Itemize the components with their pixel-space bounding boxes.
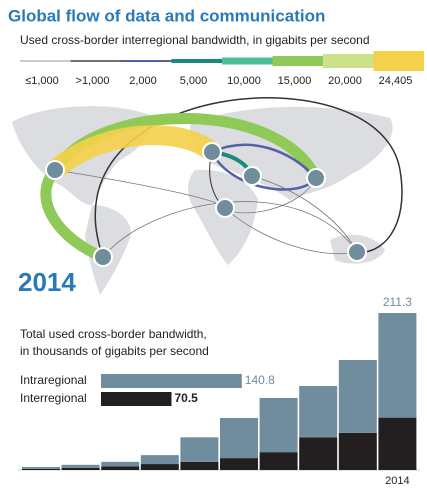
bar-segment: [61, 467, 100, 470]
legend-label: 20,000: [328, 75, 362, 87]
bar-segment: [61, 464, 100, 468]
year: 2014: [18, 267, 76, 297]
arc-thin: [94, 97, 403, 258]
bar-segment: [299, 386, 338, 438]
bar-segment: [299, 437, 338, 470]
hub: [45, 160, 65, 180]
arc-blue: [211, 143, 317, 179]
legend-label: Interregional: [20, 391, 87, 405]
chart-subtitle: in thousands of gigabits per second: [20, 344, 209, 358]
arc-yellow: [48, 125, 219, 178]
flow-legend: ≤1,000 >1,000 2,000 5,000 10,000 15,000 20,000…: [20, 51, 424, 87]
legend-value: 140.8: [245, 373, 275, 387]
bar-segment: [378, 313, 417, 418]
x-tick-label: 2014: [385, 475, 409, 487]
subtitle: Used cross-border interregional bandwidt…: [20, 33, 370, 47]
total-label: 211.3: [383, 295, 412, 309]
legend-value: 70.5: [175, 391, 199, 405]
legend-label: 24,405: [379, 75, 413, 87]
bar-segment: [180, 437, 219, 462]
legend-label: >1,000: [76, 75, 110, 87]
hub: [306, 168, 326, 188]
legend-bar: [101, 392, 172, 406]
bar-segment: [180, 461, 219, 470]
bar-segment: [140, 455, 179, 465]
title: Global flow of data and communication: [8, 6, 325, 25]
bar-chart: 2014 211.3 Intraregional 140.8 Interregional…: [18, 295, 420, 487]
bar-segment: [338, 432, 377, 470]
legend-label: 5,000: [180, 75, 208, 87]
legend-bar: [101, 374, 242, 388]
arc-thin: [224, 207, 358, 255]
legend-label: ≤1,000: [25, 75, 59, 87]
legend-label: 15,000: [278, 75, 312, 87]
bar-segment: [22, 467, 60, 469]
bar-segment: [220, 417, 258, 459]
hub: [215, 198, 235, 218]
hub: [347, 242, 367, 262]
bar-segment: [259, 397, 298, 453]
bar-segment: [101, 466, 140, 470]
hubs: [45, 142, 367, 267]
hub: [202, 142, 222, 162]
bar-segment: [338, 360, 377, 433]
legend-label: Intraregional: [20, 373, 87, 387]
bar-segment: [140, 464, 179, 470]
bar-segment: [101, 461, 140, 467]
bar-segment: [259, 452, 298, 470]
bar-segment: [378, 417, 417, 470]
bar-segment: [22, 468, 60, 470]
arc-green: [40, 166, 106, 263]
arc-thin: [251, 175, 358, 253]
hub: [93, 247, 113, 267]
hub: [242, 166, 262, 186]
bar-segment: [220, 458, 258, 470]
chart-title: Total used cross-border bandwidth,: [20, 327, 207, 341]
legend-label: 10,000: [227, 75, 261, 87]
legend-label: 2,000: [129, 75, 157, 87]
